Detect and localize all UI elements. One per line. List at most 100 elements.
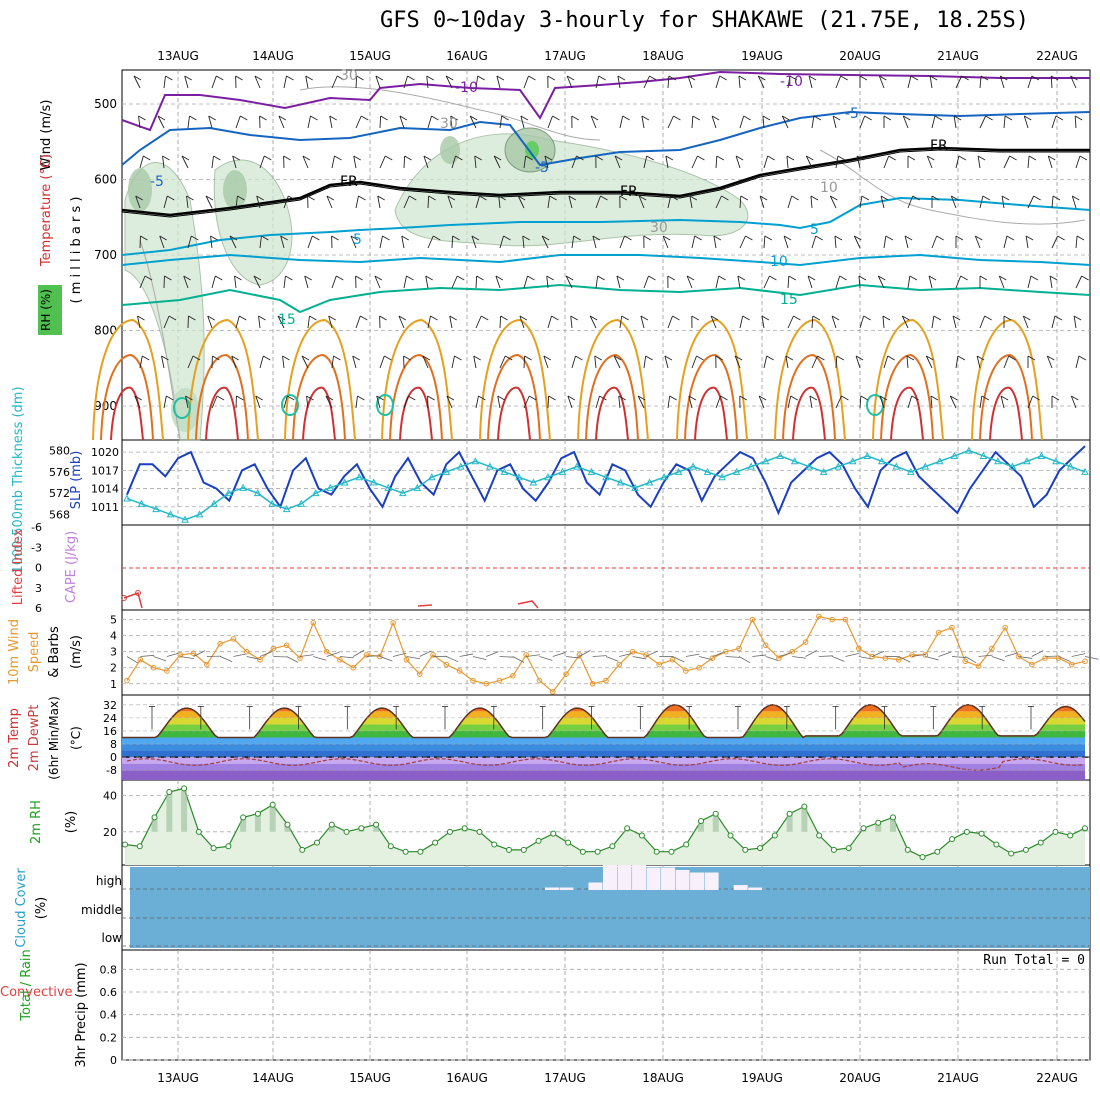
wind-barb xyxy=(232,155,237,169)
wind-barb-flag xyxy=(673,115,681,121)
wind-barb xyxy=(427,195,430,209)
wind-barb-flag xyxy=(735,155,744,161)
wind-barb xyxy=(499,235,504,249)
wind-barb-flag xyxy=(478,395,486,401)
wind-barb-flag xyxy=(856,155,865,161)
wind-barb-flag xyxy=(471,235,480,241)
wind-barb xyxy=(523,275,528,289)
isotherm-surface xyxy=(971,318,1043,441)
wind-barb xyxy=(379,155,386,169)
temp-band xyxy=(122,750,1085,758)
wind-barb-flag xyxy=(565,275,574,281)
wind-barb xyxy=(523,155,527,169)
wind-barb-flag xyxy=(186,195,194,201)
lifted-index-tick-label: -6 xyxy=(31,521,42,534)
isotherm-freezing xyxy=(121,149,1090,218)
wind-speed-marker xyxy=(496,677,503,684)
wind-barb-flag xyxy=(306,395,314,401)
thickness-marker xyxy=(689,462,697,470)
wind-barb-flag xyxy=(360,315,368,321)
wind-barb-flag xyxy=(543,355,552,361)
wind-barb-flag xyxy=(1049,275,1058,281)
wind-barb xyxy=(235,195,238,209)
isotherm-freezing xyxy=(121,146,1090,217)
wind-barb-flag xyxy=(1025,235,1034,241)
wind-barb xyxy=(1027,195,1035,209)
wind-barb-flag xyxy=(404,155,412,161)
wind-barb xyxy=(595,75,600,89)
wind-barb-flag xyxy=(721,195,729,201)
wind-barb xyxy=(595,195,601,209)
wind-barb-flag xyxy=(624,235,632,241)
wind-barb-flag xyxy=(235,75,243,81)
wind-barb xyxy=(523,355,526,369)
wind-barb-flag xyxy=(501,115,509,121)
wind-barb xyxy=(595,275,599,289)
wind-barb xyxy=(976,355,981,369)
wind-barb-flag xyxy=(426,75,434,81)
wind-barb xyxy=(883,155,890,169)
temp-band xyxy=(122,757,1085,764)
wind-barb-flag xyxy=(398,315,407,321)
wind-barb-flag xyxy=(1001,195,1010,201)
wind-barb-flag xyxy=(447,195,456,201)
thickness-marker xyxy=(355,473,364,481)
wind-barb-flag xyxy=(403,355,411,361)
thickness-marker xyxy=(936,457,944,465)
wind-barb xyxy=(375,75,381,89)
wind-barb-flag xyxy=(1071,395,1079,401)
wind-barb-10m xyxy=(379,656,393,662)
wind-barb-flag xyxy=(688,395,697,401)
wind-speed-marker xyxy=(470,677,476,684)
wind-barb xyxy=(1051,235,1059,249)
temp-band xyxy=(122,744,1085,751)
wind-barb xyxy=(877,275,885,289)
rh-marker xyxy=(978,830,985,837)
wind-barb xyxy=(133,75,141,89)
wind-barb-flag xyxy=(742,315,750,321)
cloud-high-bar xyxy=(559,887,574,890)
wind-barb xyxy=(835,275,841,289)
wind-barb xyxy=(1023,115,1029,129)
rh-marker xyxy=(254,810,261,817)
wind-barb-flag xyxy=(422,355,431,361)
wind-barb xyxy=(1071,195,1077,209)
wind-speed-marker xyxy=(935,629,942,636)
wind-barb xyxy=(355,315,361,329)
wind-barb-flag xyxy=(264,155,272,161)
wind-barb-flag xyxy=(740,195,749,201)
wind-barb xyxy=(499,315,502,329)
wind-barb-flag xyxy=(806,155,814,161)
wind-barb-flag xyxy=(1055,115,1064,121)
rh-marker xyxy=(314,839,320,846)
wind-speed-marker xyxy=(962,658,969,665)
contour-label: 15 xyxy=(780,292,798,308)
thickness-marker xyxy=(297,499,306,507)
wind-barb-10m xyxy=(299,654,314,657)
wind-barb-10m xyxy=(539,656,553,661)
wind-barb xyxy=(735,155,741,169)
wind-barb xyxy=(835,155,839,169)
wind-barb-flag xyxy=(520,115,529,121)
wind-barb-flag xyxy=(854,235,862,241)
contour-label: -5 xyxy=(845,106,859,122)
rh-contour-ring xyxy=(173,397,191,419)
wind-barb-10m xyxy=(965,656,977,664)
rh-marker xyxy=(786,810,793,817)
wind-barb-flag xyxy=(887,355,895,361)
temp-band xyxy=(122,704,1085,712)
wind-barb xyxy=(739,195,742,209)
wind-barb xyxy=(163,395,167,409)
wind-barb-flag xyxy=(431,115,439,121)
wind-barb xyxy=(427,115,432,129)
rh-shading xyxy=(394,133,749,247)
wind-barb-10m xyxy=(725,656,740,658)
wind-barb xyxy=(781,115,789,129)
rh-shading-peak xyxy=(525,141,539,159)
date-label-top: 21AUG xyxy=(937,49,979,63)
rh-marker xyxy=(904,846,911,853)
wind-barb xyxy=(665,155,669,169)
wind-barb xyxy=(643,155,648,169)
wind-barb xyxy=(523,395,530,409)
wind-speed-marker xyxy=(443,661,450,668)
